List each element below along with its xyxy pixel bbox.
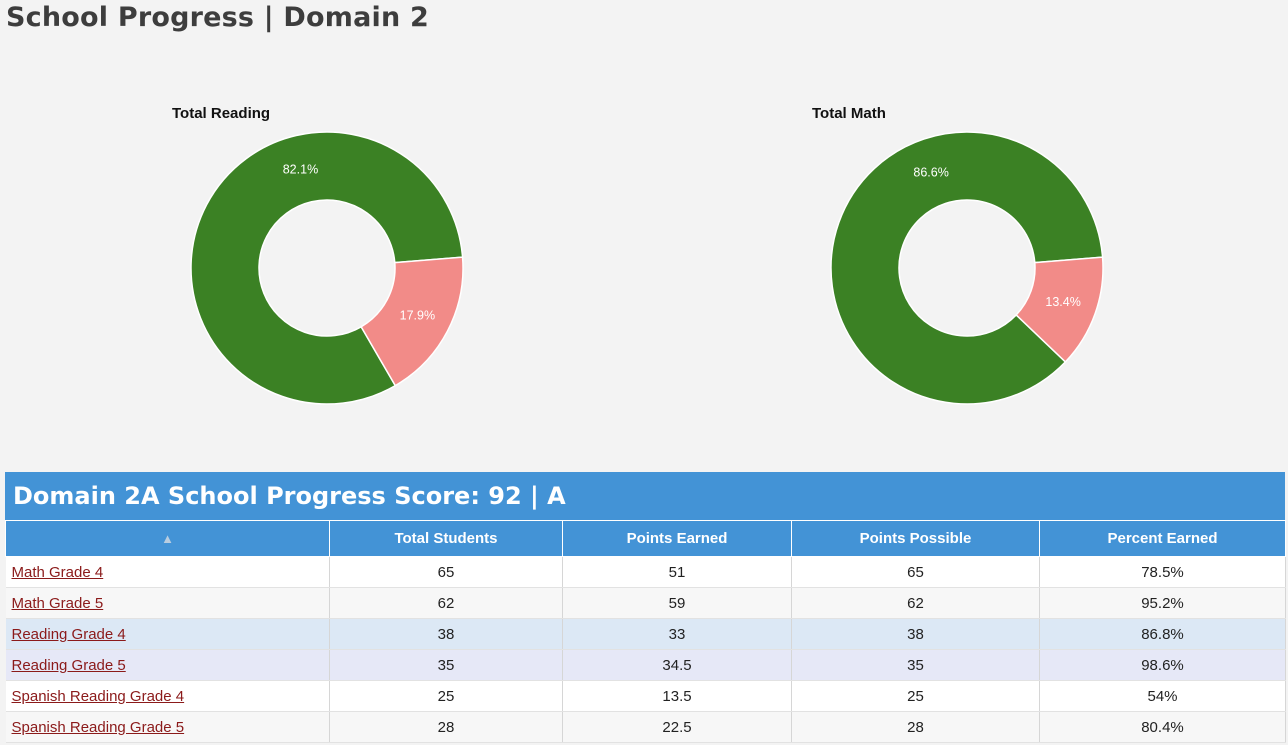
table-row: Spanish Reading Grade 4 25 13.5 25 54% (5, 680, 1286, 712)
table-row: Reading Grade 4 38 33 38 86.8% (5, 618, 1286, 650)
slice-label: 82.1% (283, 163, 318, 177)
table-cell: 65 (329, 556, 563, 588)
chart-title: Total Reading (172, 105, 271, 122)
table-row: Math Grade 5 62 59 62 95.2% (5, 587, 1286, 619)
table-cell: 95.2% (1039, 587, 1286, 619)
row-link[interactable]: Reading Grade 4 (11, 625, 126, 643)
row-name-cell: Math Grade 4 (5, 556, 330, 588)
table-cell: 38 (329, 618, 563, 650)
slice-pink[interactable] (1015, 256, 1104, 363)
slice-label: 86.6% (913, 166, 948, 180)
donut-chart: 86.6% 13.4% (830, 131, 1104, 405)
row-name-cell: Spanish Reading Grade 5 (5, 711, 330, 743)
slice-green[interactable] (830, 131, 1104, 405)
table-cell: 98.6% (1039, 649, 1286, 681)
score-header: Domain 2A School Progress Score: 92 | A (5, 472, 1285, 520)
page-title: School Progress | Domain 2 (6, 2, 430, 33)
row-name-cell: Reading Grade 5 (5, 649, 330, 681)
row-name-cell: Math Grade 5 (5, 587, 330, 619)
total-reading-chart: Total Reading 82.1% 17.9% (160, 100, 560, 410)
slice-label: 17.9% (400, 308, 435, 322)
row-link[interactable]: Spanish Reading Grade 4 (11, 687, 185, 705)
scores-table: ▲ Total Students Points Earned Points Po… (5, 520, 1286, 743)
slice-green[interactable] (190, 131, 464, 405)
table-cell: 25 (791, 680, 1040, 712)
table-cell: 35 (329, 649, 563, 681)
table-cell: 35 (791, 649, 1040, 681)
table-cell: 33 (562, 618, 792, 650)
total-math-chart: Total Math 86.6% 13.4% (800, 100, 1200, 410)
table-cell: 54% (1039, 680, 1286, 712)
table-header-row: ▲ Total Students Points Earned Points Po… (5, 520, 1286, 557)
column-header-points-earned[interactable]: Points Earned (562, 520, 792, 557)
table-cell: 25 (329, 680, 563, 712)
row-link[interactable]: Math Grade 4 (11, 563, 104, 581)
table-cell: 22.5 (562, 711, 792, 743)
slice-pink[interactable] (360, 256, 464, 387)
table-row: Math Grade 4 65 51 65 78.5% (5, 556, 1286, 588)
slice-label: 13.4% (1045, 295, 1080, 309)
row-link[interactable]: Math Grade 5 (11, 594, 104, 612)
table-cell: 51 (562, 556, 792, 588)
chart-title: Total Math (812, 105, 886, 122)
row-name-cell: Reading Grade 4 (5, 618, 330, 650)
row-link[interactable]: Spanish Reading Grade 5 (11, 718, 185, 736)
table-cell: 28 (329, 711, 563, 743)
row-link[interactable]: Reading Grade 5 (11, 656, 126, 674)
table-cell: 78.5% (1039, 556, 1286, 588)
donut-chart: 82.1% 17.9% (190, 131, 464, 405)
column-header-total-students[interactable]: Total Students (329, 520, 563, 557)
table-cell: 62 (791, 587, 1040, 619)
table-cell: 59 (562, 587, 792, 619)
table-cell: 86.8% (1039, 618, 1286, 650)
table-cell: 28 (791, 711, 1040, 743)
sort-up-icon[interactable]: ▲ (161, 531, 174, 546)
table-cell: 13.5 (562, 680, 792, 712)
table-row: Spanish Reading Grade 5 28 22.5 28 80.4% (5, 711, 1286, 743)
column-header-points-possible[interactable]: Points Possible (791, 520, 1040, 557)
table-cell: 34.5 (562, 649, 792, 681)
sort-column-header[interactable]: ▲ (5, 520, 330, 557)
table-cell: 65 (791, 556, 1040, 588)
column-header-percent-earned[interactable]: Percent Earned (1039, 520, 1286, 557)
table-body: Math Grade 4 65 51 65 78.5% Math Grade 5 62 59 6… (5, 556, 1286, 743)
table-cell: 62 (329, 587, 563, 619)
row-name-cell: Spanish Reading Grade 4 (5, 680, 330, 712)
table-row: Reading Grade 5 35 34.5 35 98.6% (5, 649, 1286, 681)
table-cell: 80.4% (1039, 711, 1286, 743)
table-cell: 38 (791, 618, 1040, 650)
